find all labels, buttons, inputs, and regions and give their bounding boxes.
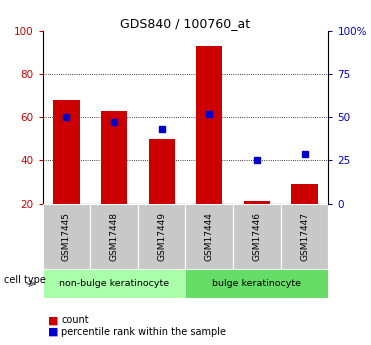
- Bar: [233, 204, 281, 269]
- Text: count: count: [61, 315, 89, 325]
- Text: GSM17446: GSM17446: [252, 212, 262, 261]
- Text: GSM17447: GSM17447: [300, 212, 309, 261]
- Bar: [53, 100, 79, 204]
- Text: GSM17444: GSM17444: [205, 212, 214, 261]
- Bar: [149, 139, 175, 204]
- Bar: [292, 184, 318, 204]
- Bar: [186, 269, 328, 298]
- Text: percentile rank within the sample: percentile rank within the sample: [61, 327, 226, 337]
- Text: bulge keratinocyte: bulge keratinocyte: [213, 279, 301, 288]
- Text: GSM17448: GSM17448: [109, 212, 119, 261]
- Text: cell type: cell type: [4, 275, 46, 285]
- Bar: [101, 111, 127, 204]
- Text: ■: ■: [48, 315, 59, 325]
- Text: GSM17445: GSM17445: [62, 212, 71, 261]
- Text: GSM17449: GSM17449: [157, 212, 166, 261]
- Bar: [90, 204, 138, 269]
- Bar: [186, 204, 233, 269]
- Title: GDS840 / 100760_at: GDS840 / 100760_at: [121, 17, 250, 30]
- Bar: [281, 204, 328, 269]
- Bar: [244, 201, 270, 204]
- Bar: [43, 269, 186, 298]
- Text: non-bulge keratinocyte: non-bulge keratinocyte: [59, 279, 169, 288]
- Bar: [43, 204, 90, 269]
- Bar: [196, 46, 222, 204]
- Text: ■: ■: [48, 327, 59, 337]
- Bar: [138, 204, 186, 269]
